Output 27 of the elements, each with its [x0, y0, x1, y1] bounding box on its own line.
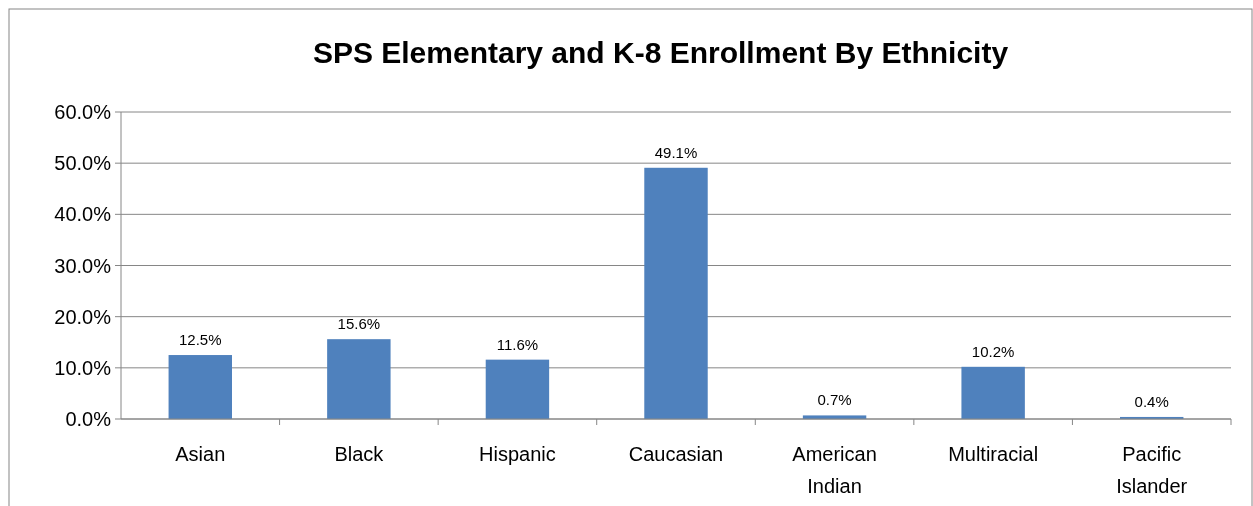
x-tick-label: Multiracial [948, 443, 1039, 465]
data-label: 10.2% [971, 342, 1015, 360]
x-tick-label: American Indian [792, 443, 877, 497]
x-tick-label: Caucasian [628, 443, 724, 465]
x-tick-label: Black [334, 443, 385, 465]
bar [961, 366, 1025, 419]
x-tick-label: Asian [175, 443, 226, 465]
bar [644, 167, 708, 419]
chart-title: SPS Elementary and K-8 Enrollment By Ethnicity [312, 36, 1009, 69]
x-tick-label: Pacific Islander [1116, 443, 1188, 497]
y-tick-label: 60.0% [54, 101, 112, 123]
data-label: 0.4% [1134, 392, 1169, 410]
bar [485, 359, 550, 419]
bar [327, 339, 391, 419]
data-label: 11.6% [496, 335, 539, 353]
data-label: 15.6% [337, 315, 381, 333]
y-tick-label: 50.0% [54, 152, 112, 175]
y-tick-label: 30.0% [54, 254, 112, 277]
y-tick-label: 0.0% [65, 408, 112, 430]
data-label: 49.1% [654, 143, 698, 161]
bar [168, 355, 232, 419]
y-tick-label: 20.0% [54, 305, 112, 328]
x-tick-label: Hispanic [479, 443, 556, 465]
y-tick-label: 10.0% [54, 356, 112, 379]
data-label: 0.7% [817, 391, 852, 409]
y-tick-label: 40.0% [54, 203, 112, 226]
data-label: 12.5% [179, 331, 222, 349]
